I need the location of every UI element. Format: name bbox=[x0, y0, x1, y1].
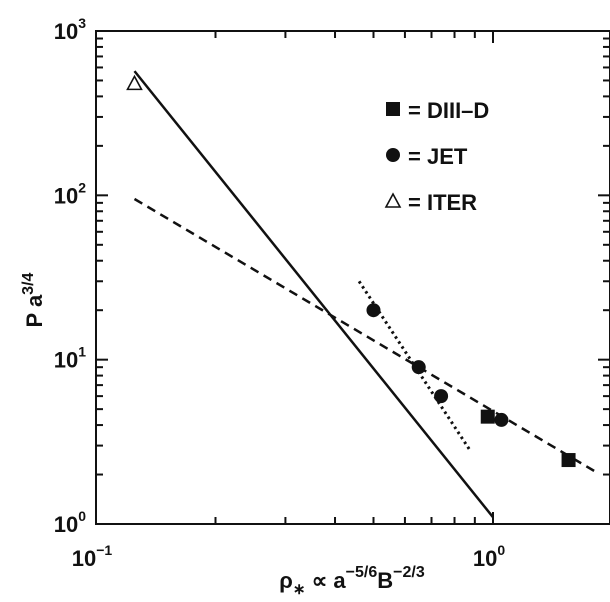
y-axis-title-main: P a bbox=[22, 294, 47, 327]
fit-line-dotted bbox=[357, 280, 473, 453]
y-axis-title: P a3/4 bbox=[20, 272, 47, 327]
x-axis-title-b: B bbox=[377, 568, 393, 593]
y-axis-title-sup: 3/4 bbox=[20, 272, 37, 294]
x-tick-label: 100 bbox=[473, 542, 505, 571]
data-point-jet bbox=[494, 412, 509, 427]
x-tick-label: 10−1 bbox=[72, 542, 113, 571]
legend-marker-circle bbox=[386, 148, 400, 162]
data-point-jet bbox=[434, 389, 449, 404]
tick-labels: 10−1 100 100 101 102 103 bbox=[54, 15, 506, 571]
data-point-jet bbox=[366, 303, 381, 318]
x-axis-title-main: ρ bbox=[279, 568, 293, 593]
x-axis-title-sup1: −5/6 bbox=[346, 564, 378, 581]
legend-label: = ITER bbox=[408, 190, 477, 215]
data-point-iter bbox=[126, 74, 143, 91]
legend-marker-triangle-open bbox=[384, 192, 402, 208]
y-tick-label: 101 bbox=[54, 344, 86, 373]
y-tick-label: 103 bbox=[54, 15, 86, 44]
legend: = DIII–D = JET = ITER bbox=[384, 98, 489, 215]
data-point-jet bbox=[411, 360, 426, 375]
x-axis-title: ρ∗ ∝ a−5/6B−2/3 bbox=[279, 564, 425, 598]
y-tick-label: 102 bbox=[54, 179, 86, 208]
data-point-diiid bbox=[561, 453, 576, 468]
legend-label: = DIII–D bbox=[408, 98, 489, 123]
data-points bbox=[126, 74, 576, 468]
y-tick-label: 100 bbox=[54, 508, 86, 537]
x-axis-title-middle: ∝ a bbox=[305, 568, 346, 593]
fit-line-dashed bbox=[133, 197, 595, 473]
x-axis-title-sup2: −2/3 bbox=[393, 564, 425, 581]
legend-label: = JET bbox=[408, 144, 468, 169]
plot-frame bbox=[95, 30, 610, 525]
x-axis-title-sub: ∗ bbox=[293, 581, 306, 598]
fit-lines bbox=[133, 70, 595, 518]
fit-line-solid bbox=[133, 70, 494, 518]
tick-marks bbox=[95, 30, 610, 525]
legend-marker-square bbox=[386, 102, 400, 116]
data-point-diiid bbox=[480, 409, 495, 424]
